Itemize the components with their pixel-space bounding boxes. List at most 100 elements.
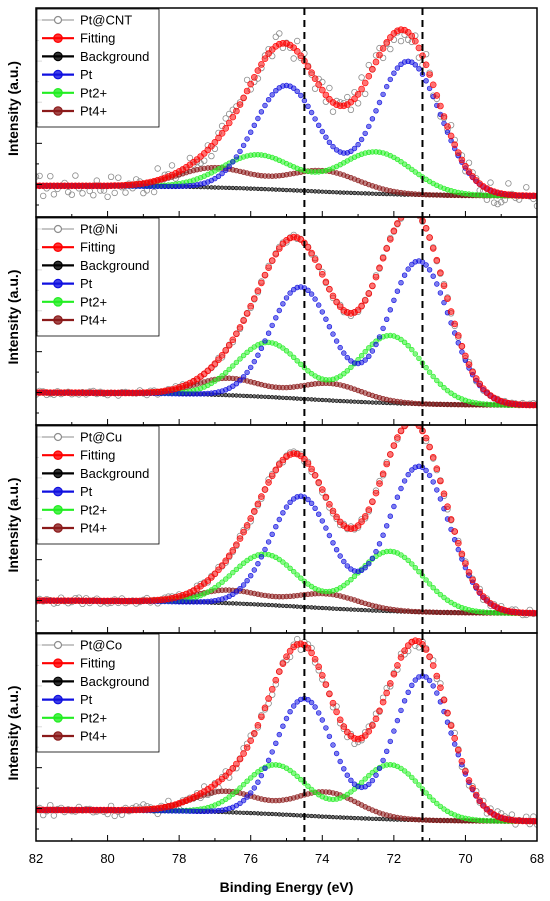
- pt2-series-point: [219, 373, 225, 379]
- background-series-point: [291, 396, 296, 401]
- pt2-series-point: [312, 789, 318, 795]
- fitting-series-point: [472, 791, 480, 799]
- pt2-series-point: [416, 171, 422, 178]
- background-series-point: [252, 602, 257, 607]
- background-series-point: [363, 400, 368, 405]
- pt2-series-point: [294, 358, 300, 364]
- background-series-point: [298, 604, 303, 609]
- pt-series-point: [434, 690, 440, 696]
- fitting-series: [36, 637, 537, 825]
- background-series-point: [205, 185, 210, 190]
- pt2-series-point: [305, 783, 311, 789]
- fitting-series-point: [376, 480, 383, 487]
- fitting-series-point: [326, 690, 333, 698]
- fitting-series-point: [394, 662, 401, 669]
- pt2-series-point: [444, 387, 451, 394]
- pt2-series-point: [291, 568, 297, 575]
- pt2-series-point: [240, 781, 247, 788]
- fitting-series-point: [304, 63, 312, 70]
- fitting-series-point: [440, 113, 448, 120]
- pt2-series-point: [398, 159, 404, 165]
- pt-series-point: [366, 353, 372, 359]
- background-series-point: [341, 815, 346, 820]
- background-series-point: [266, 394, 271, 400]
- pt-series-point: [248, 790, 254, 796]
- legend-marker: [53, 224, 63, 234]
- pt2-series-point: [441, 384, 447, 391]
- fitting-series-point: [311, 471, 319, 479]
- legend-label: Pt: [80, 67, 93, 82]
- fitting-series-point: [215, 566, 222, 574]
- legend-label: Pt2+: [80, 85, 107, 100]
- fitting-series-point: [451, 528, 459, 535]
- background-series-point: [323, 189, 329, 194]
- pt-series-point: [455, 546, 461, 553]
- raw-point: [326, 84, 333, 92]
- background-series-point: [234, 810, 239, 815]
- fitting-series-point: [322, 681, 330, 688]
- background-series-point: [341, 399, 346, 404]
- legend-label: Fitting: [80, 240, 115, 255]
- background-series-point: [348, 815, 354, 821]
- fitting-series-point: [272, 250, 280, 258]
- background-series-point: [241, 810, 246, 815]
- pt-series-point: [276, 731, 282, 738]
- pt2-series-point: [366, 772, 372, 779]
- pt-series-point: [384, 316, 390, 322]
- pt-series-point: [230, 159, 236, 165]
- legend-marker: [53, 15, 63, 25]
- raw-point: [494, 200, 501, 208]
- background-series-point: [330, 190, 336, 195]
- pt2-series-point: [426, 793, 433, 800]
- pt2-series-point: [416, 355, 422, 362]
- fitting-series-point: [225, 341, 233, 349]
- fitting-series-point: [444, 295, 451, 303]
- pt-series-point: [405, 689, 411, 695]
- pt-series-point: [323, 725, 329, 731]
- fitting-series-point: [333, 513, 340, 521]
- legend-label: Pt@Co: [80, 638, 122, 653]
- background-series-point: [241, 393, 246, 398]
- pt-series-point: [366, 560, 372, 567]
- pt-series-point: [391, 728, 397, 734]
- background-series-point: [241, 186, 246, 191]
- fitting-series-point: [243, 310, 251, 317]
- background-series-point: [305, 188, 311, 194]
- fitting-series-point: [311, 75, 319, 82]
- background-series-point: [338, 606, 343, 612]
- raw-point: [168, 162, 176, 169]
- fitting-series-point: [365, 290, 373, 298]
- raw-point: [344, 93, 351, 101]
- x-tick-label: 76: [243, 851, 257, 866]
- fitting-series-point: [361, 79, 369, 87]
- fitting-series-point: [236, 755, 244, 763]
- fitting-series-point: [472, 583, 480, 590]
- background-series-point: [288, 188, 293, 193]
- pt-series-point: [308, 500, 315, 506]
- fitting-series-point: [322, 278, 330, 286]
- pt2-series-point: [398, 336, 404, 343]
- background-series-point: [255, 811, 261, 816]
- pt2-series-point: [401, 339, 408, 345]
- pt-series-point: [265, 539, 272, 545]
- pt-series-point: [240, 582, 247, 588]
- fitting-series-point: [401, 425, 408, 430]
- legend-label: Pt2+: [80, 710, 107, 725]
- fitting-series-point: [308, 649, 315, 657]
- background-series-point: [352, 815, 357, 821]
- background-series-point: [262, 394, 268, 399]
- pt2-series-point: [212, 584, 218, 591]
- fitting-series-point: [340, 723, 348, 730]
- background-series-point: [363, 191, 368, 196]
- pt-series-point: [308, 699, 315, 706]
- pt2-series-point: [251, 771, 258, 778]
- pt-series-point: [405, 266, 411, 272]
- fitting-series-point: [454, 746, 462, 754]
- legend-marker: [53, 712, 63, 723]
- pt2-series-point: [398, 765, 404, 772]
- background-series-point: [237, 186, 243, 191]
- raw-point: [90, 191, 97, 199]
- pt2-series-point: [441, 594, 447, 601]
- fitting-series-point: [318, 86, 326, 94]
